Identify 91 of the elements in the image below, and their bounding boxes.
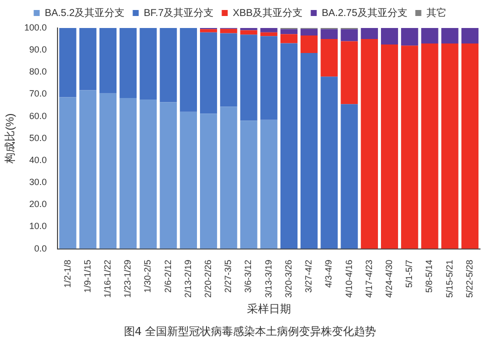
x-tick-label: 1/23-1/29	[122, 260, 133, 298]
bar	[79, 90, 96, 249]
bar	[120, 98, 137, 249]
bar	[220, 33, 238, 107]
x-tick-label: 4/24-4/30	[384, 260, 394, 298]
bar	[300, 28, 318, 36]
bar	[200, 114, 218, 249]
bar	[461, 28, 478, 44]
bar	[140, 100, 157, 249]
caption: 图4 全国新型冠状病毒感染本土病例变异株变化趋势	[124, 324, 376, 338]
y-tick-label: 40.0	[29, 154, 47, 165]
bar	[59, 28, 76, 98]
x-axis-title: 采样日期	[246, 302, 291, 316]
bar	[180, 28, 197, 112]
bar	[160, 28, 177, 102]
y-tick-label: 60.0	[29, 110, 47, 121]
bar	[99, 93, 117, 249]
x-tick-label: 1/30-2/5	[142, 260, 153, 293]
bar	[360, 39, 378, 249]
bar	[360, 28, 378, 40]
x-tick-label: 4/3-4/9	[324, 260, 334, 288]
x-tick-label: 1/9-1/15	[82, 260, 92, 293]
x-tick-label: 3/6-3/12	[243, 260, 254, 293]
bar	[120, 28, 137, 98]
bar	[401, 46, 418, 249]
bar	[220, 28, 238, 34]
bar	[240, 34, 258, 121]
legend-label: XBB及其亚分支	[232, 6, 303, 19]
legend-label: BF.7及其亚分支	[144, 6, 214, 19]
bar	[200, 29, 218, 32]
bar	[200, 32, 218, 114]
bar	[300, 36, 318, 53]
bar	[300, 52, 318, 249]
bar	[140, 28, 157, 100]
bar	[320, 76, 338, 249]
y-tick-label: 30.0	[29, 177, 47, 188]
x-tick-label: 3/13-3/19	[263, 260, 274, 298]
legend-label: BA.2.75及其亚分支	[322, 6, 408, 19]
bar	[441, 43, 458, 249]
bar	[280, 29, 298, 34]
x-tick-label: 1/16-1/22	[102, 260, 112, 298]
bar	[320, 29, 338, 40]
x-tick-label: 3/27-4/2	[304, 260, 314, 293]
x-tick-label: 2/13-2/19	[182, 260, 193, 298]
y-tick-label: 80.0	[29, 66, 47, 77]
bar	[441, 28, 458, 44]
bar	[240, 120, 258, 249]
y-axis-title: 构成比(%)	[4, 113, 17, 164]
x-tick-label: 5/8-5/14	[424, 260, 434, 293]
y-tick-label: 50.0	[29, 132, 47, 143]
x-tick-label: 4/17-4/23	[364, 260, 374, 298]
x-tick-label: 4/10-4/16	[344, 260, 354, 298]
bar	[380, 28, 398, 45]
bar	[421, 28, 438, 44]
bar	[240, 30, 258, 35]
y-tick-label: 20.0	[29, 199, 47, 210]
y-tick-label: 10.0	[29, 221, 47, 232]
bar	[340, 41, 358, 104]
y-tick-label: 0.0	[34, 243, 47, 254]
y-tick-label: 70.0	[29, 88, 47, 99]
bar	[401, 28, 418, 46]
bar	[461, 43, 478, 249]
bar	[260, 120, 278, 249]
x-tick-label: 2/27-3/5	[223, 260, 234, 293]
legend-label: BA.5.2及其亚分支	[44, 6, 125, 19]
x-tick-label: 5/15-5/21	[444, 260, 454, 298]
bar	[421, 43, 438, 249]
bar	[220, 106, 238, 249]
legend-label: 其它	[426, 6, 446, 19]
bar	[280, 34, 298, 44]
bar	[320, 39, 338, 77]
bar	[260, 32, 278, 36]
x-tick-label: 1/2-1/8	[62, 260, 72, 288]
bar	[380, 44, 398, 249]
bar	[180, 112, 197, 249]
bar	[79, 28, 96, 90]
bar	[160, 102, 177, 249]
bar	[340, 104, 358, 249]
bar	[99, 28, 117, 94]
y-tick-label: 100.0	[24, 22, 47, 32]
bar	[59, 97, 76, 249]
x-tick-label: 2/20-2/26	[203, 260, 214, 298]
x-tick-label: 5/22-5/28	[464, 260, 474, 298]
x-tick-label: 2/6-2/12	[162, 260, 173, 293]
y-tick-label: 90.0	[29, 44, 47, 55]
x-tick-label: 3/20-3/26	[283, 260, 294, 298]
bar	[280, 43, 298, 249]
bar	[260, 28, 278, 32]
x-tick-label: 5/1-5/7	[404, 260, 414, 288]
bar	[340, 29, 358, 42]
bar	[260, 36, 278, 120]
